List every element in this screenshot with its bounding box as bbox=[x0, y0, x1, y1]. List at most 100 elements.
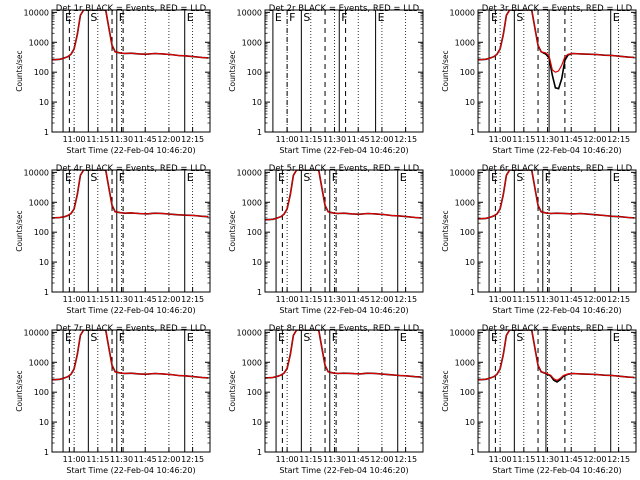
y-tick-label: 10000 bbox=[450, 8, 475, 17]
x-tick-label: 12:15 bbox=[394, 135, 417, 144]
y-tick-label: 10 bbox=[465, 258, 475, 267]
interval-marker-label: S bbox=[303, 171, 310, 184]
x-tick-label: 11:30 bbox=[110, 295, 133, 304]
x-tick-label: 11:15 bbox=[299, 295, 322, 304]
interval-marker-label: E bbox=[613, 331, 620, 344]
series-line-lld bbox=[52, 330, 209, 381]
x-tick-label: 11:00 bbox=[63, 295, 86, 304]
y-tick-label: 10000 bbox=[237, 328, 262, 337]
interval-marker-label: S bbox=[90, 11, 97, 24]
x-tick-label: 12:00 bbox=[583, 295, 606, 304]
x-tick-label: 11:15 bbox=[86, 455, 109, 464]
x-axis-label: Start Time (22-Feb-04 10:46:20) bbox=[66, 466, 195, 475]
y-tick-label: 10000 bbox=[450, 168, 475, 177]
y-tick-label: 10 bbox=[252, 98, 262, 107]
interval-marker-label: E bbox=[187, 171, 194, 184]
interval-marker-label: S bbox=[516, 171, 523, 184]
x-tick-label: 12:15 bbox=[181, 455, 204, 464]
interval-marker-label: S bbox=[303, 331, 310, 344]
x-axis-label: Start Time (22-Feb-04 10:46:20) bbox=[279, 306, 408, 315]
x-tick-label: 11:00 bbox=[276, 455, 299, 464]
interval-marker-label: E bbox=[491, 171, 498, 184]
y-axis-label: Counts/sec bbox=[228, 210, 237, 251]
interval-marker-label: E bbox=[613, 11, 620, 24]
y-tick-label: 10000 bbox=[24, 328, 49, 337]
x-tick-label: 12:00 bbox=[370, 295, 393, 304]
x-tick-label: 11:30 bbox=[110, 455, 133, 464]
y-tick-label: 10000 bbox=[24, 168, 49, 177]
x-tick-label: 11:45 bbox=[134, 135, 157, 144]
x-tick-label: 11:00 bbox=[63, 455, 86, 464]
interval-marker-label: S bbox=[516, 11, 523, 24]
x-tick-label: 11:45 bbox=[347, 295, 370, 304]
x-tick-label: 11:30 bbox=[110, 135, 133, 144]
interval-marker-label: F bbox=[119, 331, 125, 344]
x-tick-label: 11:30 bbox=[323, 135, 346, 144]
y-tick-label: 1 bbox=[44, 128, 49, 137]
y-axis-label: Counts/sec bbox=[15, 210, 24, 251]
y-tick-label: 1 bbox=[470, 288, 475, 297]
interval-marker-label: E bbox=[65, 171, 72, 184]
y-tick-label: 100 bbox=[460, 228, 475, 237]
x-axis-label: Start Time (22-Feb-04 10:46:20) bbox=[492, 306, 621, 315]
x-tick-label: 11:15 bbox=[299, 135, 322, 144]
y-tick-label: 10 bbox=[39, 98, 49, 107]
panel-title: Det 1r BLACK = Events, RED = LLD bbox=[56, 4, 207, 14]
y-tick-label: 10000 bbox=[24, 8, 49, 17]
x-tick-label: 11:00 bbox=[489, 135, 512, 144]
x-tick-label: 11:45 bbox=[560, 455, 583, 464]
interval-marker-label: E bbox=[400, 331, 407, 344]
panel-title: Det 3r BLACK = Events, RED = LLD bbox=[482, 4, 633, 14]
interval-marker-label: E bbox=[400, 171, 407, 184]
y-tick-label: 10 bbox=[252, 258, 262, 267]
y-tick-label: 1000 bbox=[29, 198, 49, 207]
panel-title: Det 2r BLACK = Events, RED = LLD bbox=[269, 4, 420, 14]
x-axis-label: Start Time (22-Feb-04 10:46:20) bbox=[279, 466, 408, 475]
y-tick-label: 10 bbox=[252, 418, 262, 427]
x-axis-label: Start Time (22-Feb-04 10:46:20) bbox=[492, 466, 621, 475]
x-tick-label: 12:15 bbox=[607, 135, 630, 144]
y-tick-label: 1 bbox=[44, 448, 49, 457]
x-tick-label: 11:45 bbox=[347, 455, 370, 464]
series-line-lld bbox=[478, 10, 635, 73]
y-tick-label: 100 bbox=[460, 68, 475, 77]
interval-marker-label: F bbox=[332, 171, 338, 184]
x-tick-label: 11:00 bbox=[276, 135, 299, 144]
x-axis-label: Start Time (22-Feb-04 10:46:20) bbox=[492, 146, 621, 155]
series-line-lld bbox=[52, 10, 209, 61]
series-line-lld bbox=[265, 170, 422, 221]
x-tick-label: 12:15 bbox=[394, 295, 417, 304]
x-tick-label: 11:00 bbox=[63, 135, 86, 144]
plot-frame bbox=[51, 9, 211, 133]
interval-marker-label: S bbox=[516, 331, 523, 344]
y-tick-label: 1000 bbox=[242, 38, 262, 47]
interval-marker-label: E bbox=[278, 331, 285, 344]
x-tick-label: 12:00 bbox=[157, 135, 180, 144]
x-tick-label: 12:00 bbox=[583, 135, 606, 144]
panel-title: Det 6r BLACK = Events, RED = LLD bbox=[482, 164, 633, 174]
y-tick-label: 100 bbox=[34, 68, 49, 77]
y-tick-label: 10 bbox=[39, 418, 49, 427]
y-tick-label: 10000 bbox=[237, 168, 262, 177]
y-tick-label: 100 bbox=[247, 68, 262, 77]
y-tick-label: 1000 bbox=[29, 358, 49, 367]
y-tick-label: 1000 bbox=[455, 198, 475, 207]
plot-frame bbox=[264, 169, 424, 293]
x-tick-label: 11:45 bbox=[134, 455, 157, 464]
x-tick-label: 12:00 bbox=[370, 455, 393, 464]
y-axis-label: Counts/sec bbox=[15, 370, 24, 411]
y-tick-label: 1 bbox=[257, 448, 262, 457]
interval-marker-label: F bbox=[341, 11, 347, 24]
series-line-lld bbox=[265, 330, 422, 379]
y-tick-label: 100 bbox=[247, 228, 262, 237]
series-line-lld bbox=[478, 330, 635, 381]
interval-marker-label: S bbox=[90, 331, 97, 344]
x-tick-label: 11:30 bbox=[536, 455, 559, 464]
x-tick-label: 11:00 bbox=[276, 295, 299, 304]
y-tick-label: 100 bbox=[247, 388, 262, 397]
